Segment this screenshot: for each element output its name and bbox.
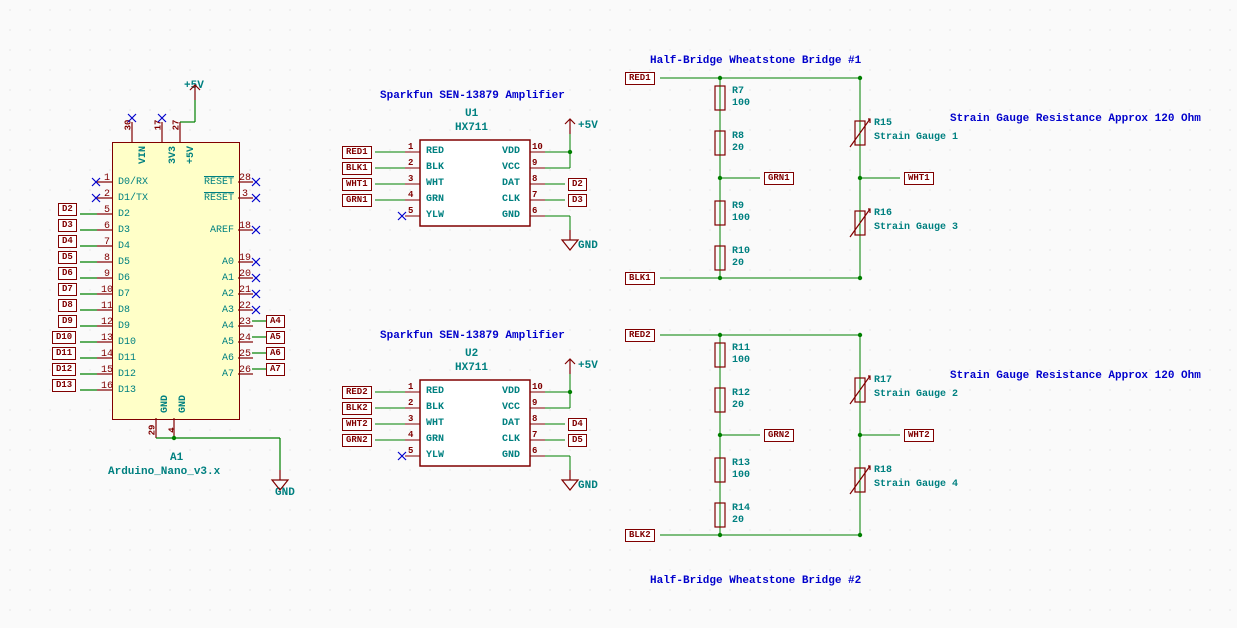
amp-label: 5 — [408, 446, 413, 456]
amp-label: CLK — [502, 194, 520, 205]
amp-label: VDD — [502, 386, 520, 397]
amp-label: YLW — [426, 210, 444, 221]
amp-label: 4 — [408, 430, 413, 440]
amp-label: U1 — [465, 108, 478, 120]
bridge-label: R9 — [732, 201, 744, 212]
bridge-label: R13 — [732, 458, 750, 469]
bridge-label: R12 — [732, 388, 750, 399]
amp-label: Sparkfun SEN-13879 Amplifier — [380, 90, 565, 102]
amp-label: GRN — [426, 194, 444, 205]
amp-label: HX711 — [455, 122, 488, 134]
net-GRN1: GRN1 — [764, 172, 794, 185]
amp-label: RED — [426, 386, 444, 397]
amp-label: +5V — [578, 360, 598, 372]
bridge-label: 20 — [732, 258, 744, 269]
amp-label: GND — [502, 450, 520, 461]
schematic-svg — [0, 0, 1237, 628]
amp-label: 10 — [532, 142, 543, 152]
bridge-label: Strain Gauge 2 — [874, 389, 958, 400]
amp-label: 6 — [532, 206, 537, 216]
bridge-label: R17 — [874, 375, 892, 386]
amp-label: 8 — [532, 414, 537, 424]
net-GRN2: GRN2 — [342, 434, 372, 447]
net-D5: D5 — [568, 434, 587, 447]
amp-label: +5V — [578, 120, 598, 132]
amp-label: 10 — [532, 382, 543, 392]
bridge-label: R8 — [732, 131, 744, 142]
bridge-label: 20 — [732, 143, 744, 154]
amp-label: 7 — [532, 430, 537, 440]
bridge-label: Strain Gauge 4 — [874, 479, 958, 490]
amp-label: HX711 — [455, 362, 488, 374]
amp-label: YLW — [426, 450, 444, 461]
amp-label: 7 — [532, 190, 537, 200]
bridge-label: R11 — [732, 343, 750, 354]
amp-label: BLK — [426, 402, 444, 413]
bridge-label: 100 — [732, 470, 750, 481]
net-GRN1: GRN1 — [342, 194, 372, 207]
net-WHT2: WHT2 — [904, 429, 934, 442]
bridge-label: Strain Gauge 1 — [874, 132, 958, 143]
net-D4: D4 — [568, 418, 587, 431]
net-BLK2: BLK2 — [625, 529, 655, 542]
amp-label: 8 — [532, 174, 537, 184]
amp-label: U2 — [465, 348, 478, 360]
amp-label: GND — [578, 480, 598, 492]
amp-label: Sparkfun SEN-13879 Amplifier — [380, 330, 565, 342]
bridge-label: Half-Bridge Wheatstone Bridge #2 — [650, 575, 861, 587]
amp-label: 9 — [532, 158, 537, 168]
net-WHT1: WHT1 — [904, 172, 934, 185]
net-D2: D2 — [568, 178, 587, 191]
amp-label: VCC — [502, 162, 520, 173]
amp-label: 4 — [408, 190, 413, 200]
amp-label: 9 — [532, 398, 537, 408]
amp-label: CLK — [502, 434, 520, 445]
bridge-label: R7 — [732, 86, 744, 97]
net-RED2: RED2 — [342, 386, 372, 399]
bridge-label: R10 — [732, 246, 750, 257]
amp-label: VCC — [502, 402, 520, 413]
net-RED1: RED1 — [342, 146, 372, 159]
net-BLK1: BLK1 — [625, 272, 655, 285]
net-RED2: RED2 — [625, 329, 655, 342]
bridge-label: R15 — [874, 118, 892, 129]
amp-label: BLK — [426, 162, 444, 173]
amp-label: 6 — [532, 446, 537, 456]
bridge-label: 20 — [732, 400, 744, 411]
net-D3: D3 — [568, 194, 587, 207]
bridge-label: 100 — [732, 355, 750, 366]
amp-label: 3 — [408, 174, 413, 184]
amp-label: WHT — [426, 418, 444, 429]
amp-label: GND — [502, 210, 520, 221]
bridge-label: R18 — [874, 465, 892, 476]
amp-label: DAT — [502, 178, 520, 189]
amp-label: 5 — [408, 206, 413, 216]
amp-label: WHT — [426, 178, 444, 189]
amp-label: 1 — [408, 382, 413, 392]
bridge-label: 20 — [732, 515, 744, 526]
bridge-label: 100 — [732, 213, 750, 224]
bridge-label: Strain Gauge Resistance Approx 120 Ohm — [950, 370, 1201, 382]
net-GRN2: GRN2 — [764, 429, 794, 442]
bridge-label: Half-Bridge Wheatstone Bridge #1 — [650, 55, 861, 67]
net-RED1: RED1 — [625, 72, 655, 85]
bridge-label: 100 — [732, 98, 750, 109]
net-WHT2: WHT2 — [342, 418, 372, 431]
net-WHT1: WHT1 — [342, 178, 372, 191]
bridge-label: R14 — [732, 503, 750, 514]
bridge-label: Strain Gauge Resistance Approx 120 Ohm — [950, 113, 1201, 125]
net-BLK2: BLK2 — [342, 402, 372, 415]
amp-label: GRN — [426, 434, 444, 445]
bridge-label: Strain Gauge 3 — [874, 222, 958, 233]
amp-label: GND — [578, 240, 598, 252]
amp-label: RED — [426, 146, 444, 157]
amp-label: 2 — [408, 158, 413, 168]
amp-label: 1 — [408, 142, 413, 152]
amp-label: VDD — [502, 146, 520, 157]
amp-label: 3 — [408, 414, 413, 424]
amp-label: 2 — [408, 398, 413, 408]
amp-label: DAT — [502, 418, 520, 429]
net-BLK1: BLK1 — [342, 162, 372, 175]
bridge-label: R16 — [874, 208, 892, 219]
